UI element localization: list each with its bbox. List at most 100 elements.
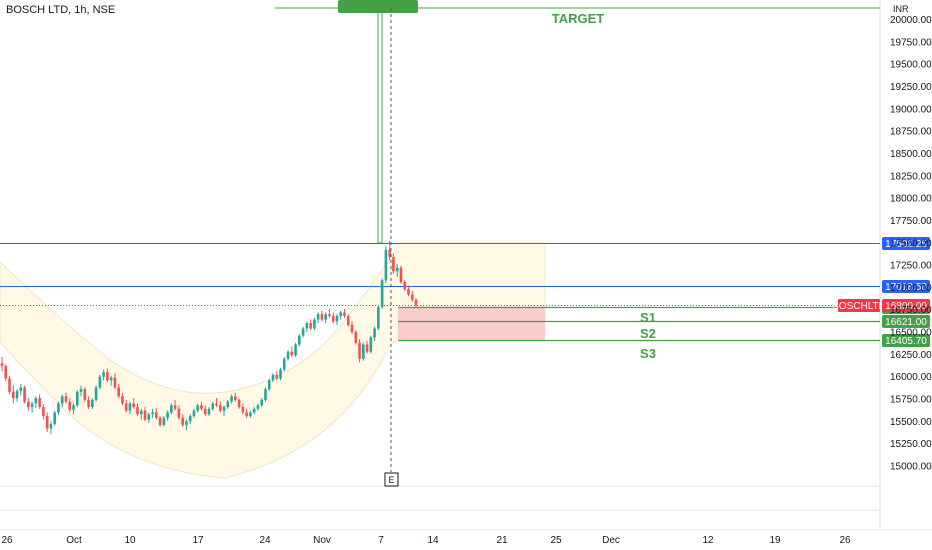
level-price-tag: [882, 280, 930, 293]
candle-body: [139, 410, 143, 415]
candle-body: [271, 374, 275, 381]
candle-body: [373, 328, 376, 338]
x-tick-label: 10: [124, 535, 136, 546]
x-tick-label: 21: [496, 535, 508, 546]
candle-body: [230, 396, 233, 402]
y-tick-label: 17500.00: [890, 238, 932, 249]
candle-body: [305, 323, 309, 329]
level-price-label: 16405.70: [885, 336, 927, 347]
candle-body: [403, 282, 407, 290]
candle-body: [252, 408, 256, 413]
candle-body: [173, 405, 177, 409]
y-tick-label: 15000.00: [890, 462, 932, 473]
candle-body: [286, 351, 290, 359]
candle-body: [203, 408, 207, 415]
x-tick-label: 12: [702, 535, 714, 546]
candle-body: [11, 391, 15, 399]
x-tick-label: 26: [1, 535, 13, 546]
support-label-s2: S2: [640, 326, 656, 341]
x-tick-label: Dec: [602, 535, 620, 546]
candle-body: [362, 344, 365, 359]
level-price-tag: [882, 315, 930, 328]
symbol-title[interactable]: BOSCH LTD, 1h, NSE: [6, 4, 116, 16]
candle-body: [170, 405, 173, 413]
level-price-tag: [882, 334, 930, 347]
event-marker[interactable]: [384, 472, 399, 487]
x-tick-label: Oct: [66, 535, 82, 546]
candle-body: [143, 410, 147, 420]
candle-body: [117, 387, 120, 397]
candle-body: [407, 289, 410, 295]
candle-body: [23, 387, 26, 402]
candle-body: [264, 389, 267, 400]
y-tick-label: 16500.00: [890, 328, 932, 339]
x-tick-label: 19: [769, 535, 781, 546]
candle-body: [75, 391, 79, 406]
y-tick-label: 15250.00: [890, 439, 932, 450]
risk-zone: [398, 307, 545, 341]
y-tick-label: 19500.00: [890, 60, 932, 71]
candle-body: [188, 415, 192, 422]
candle-body: [354, 332, 358, 343]
candle-body: [185, 421, 188, 425]
candle-body: [384, 249, 388, 281]
candle-body: [237, 399, 241, 408]
candle-body: [245, 412, 248, 416]
candle-body: [0, 363, 4, 366]
level-price-label: 17018.50: [885, 282, 927, 293]
candle-body: [128, 403, 132, 411]
candle-body: [34, 398, 38, 404]
candle-body: [166, 412, 169, 418]
candle-body: [106, 372, 109, 381]
candle-body: [313, 319, 316, 329]
candle-body: [298, 335, 301, 345]
candle-body: [68, 401, 72, 410]
candle-body: [102, 372, 105, 377]
target-projection: [377, 7, 383, 244]
candle-body: [241, 407, 245, 413]
candle-body: [410, 294, 414, 300]
candle-body: [377, 307, 380, 329]
y-tick-label: 16250.00: [890, 350, 932, 361]
y-tick-label: 18750.00: [890, 127, 932, 138]
y-tick-label: 17250.00: [890, 261, 932, 272]
candle-body: [38, 398, 41, 408]
candle-body: [388, 249, 391, 258]
candle-body: [200, 405, 203, 409]
candle-body: [249, 412, 252, 416]
candle-body: [72, 405, 75, 410]
candle-body: [395, 267, 399, 272]
candle-body: [346, 315, 350, 325]
candle-body: [380, 280, 384, 308]
candle-body: [94, 387, 98, 400]
candle-body: [91, 399, 94, 408]
candle-body: [83, 389, 87, 400]
candle-body: [328, 314, 331, 316]
candle-body: [15, 390, 19, 399]
target-label: TARGET: [552, 11, 605, 26]
candle-body: [124, 403, 128, 411]
y-tick-label: 18500.00: [890, 149, 932, 160]
level-price-label: 16621.00: [885, 317, 927, 328]
candle-body: [98, 376, 102, 388]
candle-body: [30, 403, 34, 408]
candle-body: [301, 328, 305, 336]
x-tick-label: 25: [550, 535, 562, 546]
support-label-s3: S3: [640, 346, 656, 361]
candle-body: [207, 408, 211, 415]
candle-body: [320, 314, 324, 320]
level-price-tag: [882, 237, 930, 250]
x-tick-label: 24: [259, 535, 271, 546]
candle-body: [267, 380, 271, 390]
y-tick-label: 17000.00: [890, 283, 932, 294]
candle-body: [79, 389, 83, 392]
candle-body: [64, 396, 68, 402]
candle-body: [331, 315, 335, 322]
event-marker-label: E: [388, 475, 394, 485]
candle-body: [155, 412, 158, 418]
y-tick-label: 19000.00: [890, 104, 932, 115]
candle-body: [324, 314, 327, 320]
candle-body: [279, 369, 282, 379]
candle-body: [215, 403, 218, 406]
